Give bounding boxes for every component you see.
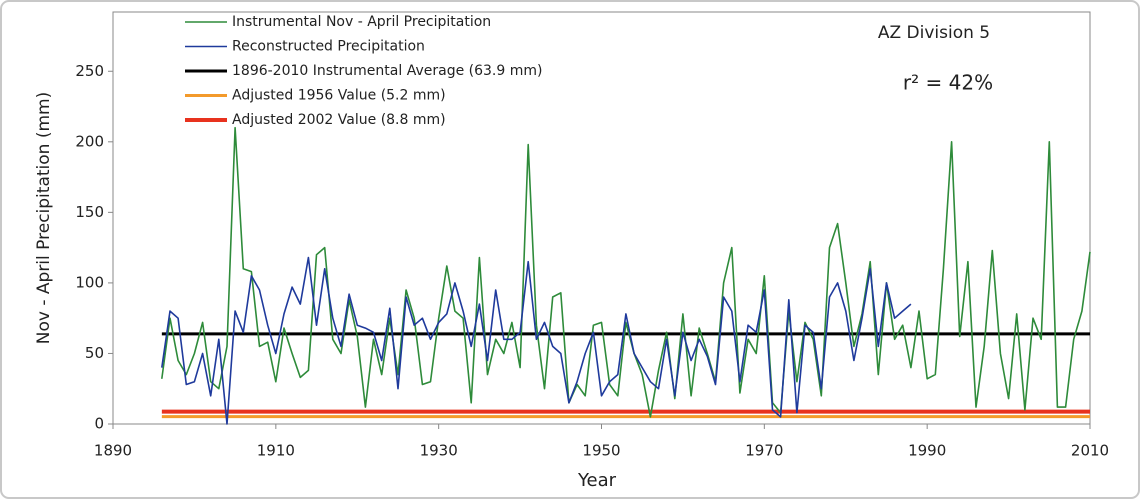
legend-label: Reconstructed Precipitation bbox=[232, 39, 425, 55]
annotation: AZ Division 5 bbox=[878, 23, 990, 43]
x-tick-label: 1950 bbox=[582, 442, 620, 460]
x-tick-label: 1910 bbox=[257, 442, 295, 460]
y-tick-label: 50 bbox=[85, 344, 104, 362]
y-tick-label: 150 bbox=[75, 203, 104, 221]
annotation: r² = 42% bbox=[903, 71, 993, 95]
data-line bbox=[161, 256, 912, 425]
x-tick-label: 1890 bbox=[94, 442, 132, 460]
legend-label: Adjusted 1956 Value (5.2 mm) bbox=[232, 88, 446, 104]
legend-label: 1896-2010 Instrumental Average (63.9 mm) bbox=[232, 63, 542, 79]
y-tick-label: 100 bbox=[75, 273, 104, 291]
x-tick-label: 2010 bbox=[1071, 442, 1109, 460]
legend-label: Adjusted 2002 Value (8.8 mm) bbox=[232, 112, 446, 128]
y-tick-label: 250 bbox=[75, 62, 104, 80]
y-axis-label: Nov - April Precipitation (mm) bbox=[34, 92, 54, 344]
x-axis-label: Year bbox=[577, 470, 617, 491]
legend-label: Instrumental Nov - April Precipitation bbox=[232, 14, 491, 30]
x-tick-label: 1930 bbox=[420, 442, 458, 460]
data-line bbox=[161, 126, 1091, 418]
y-tick-label: 200 bbox=[75, 132, 104, 150]
y-tick-label: 0 bbox=[94, 415, 104, 433]
x-tick-label: 1970 bbox=[745, 442, 783, 460]
x-tick-label: 1990 bbox=[908, 442, 946, 460]
